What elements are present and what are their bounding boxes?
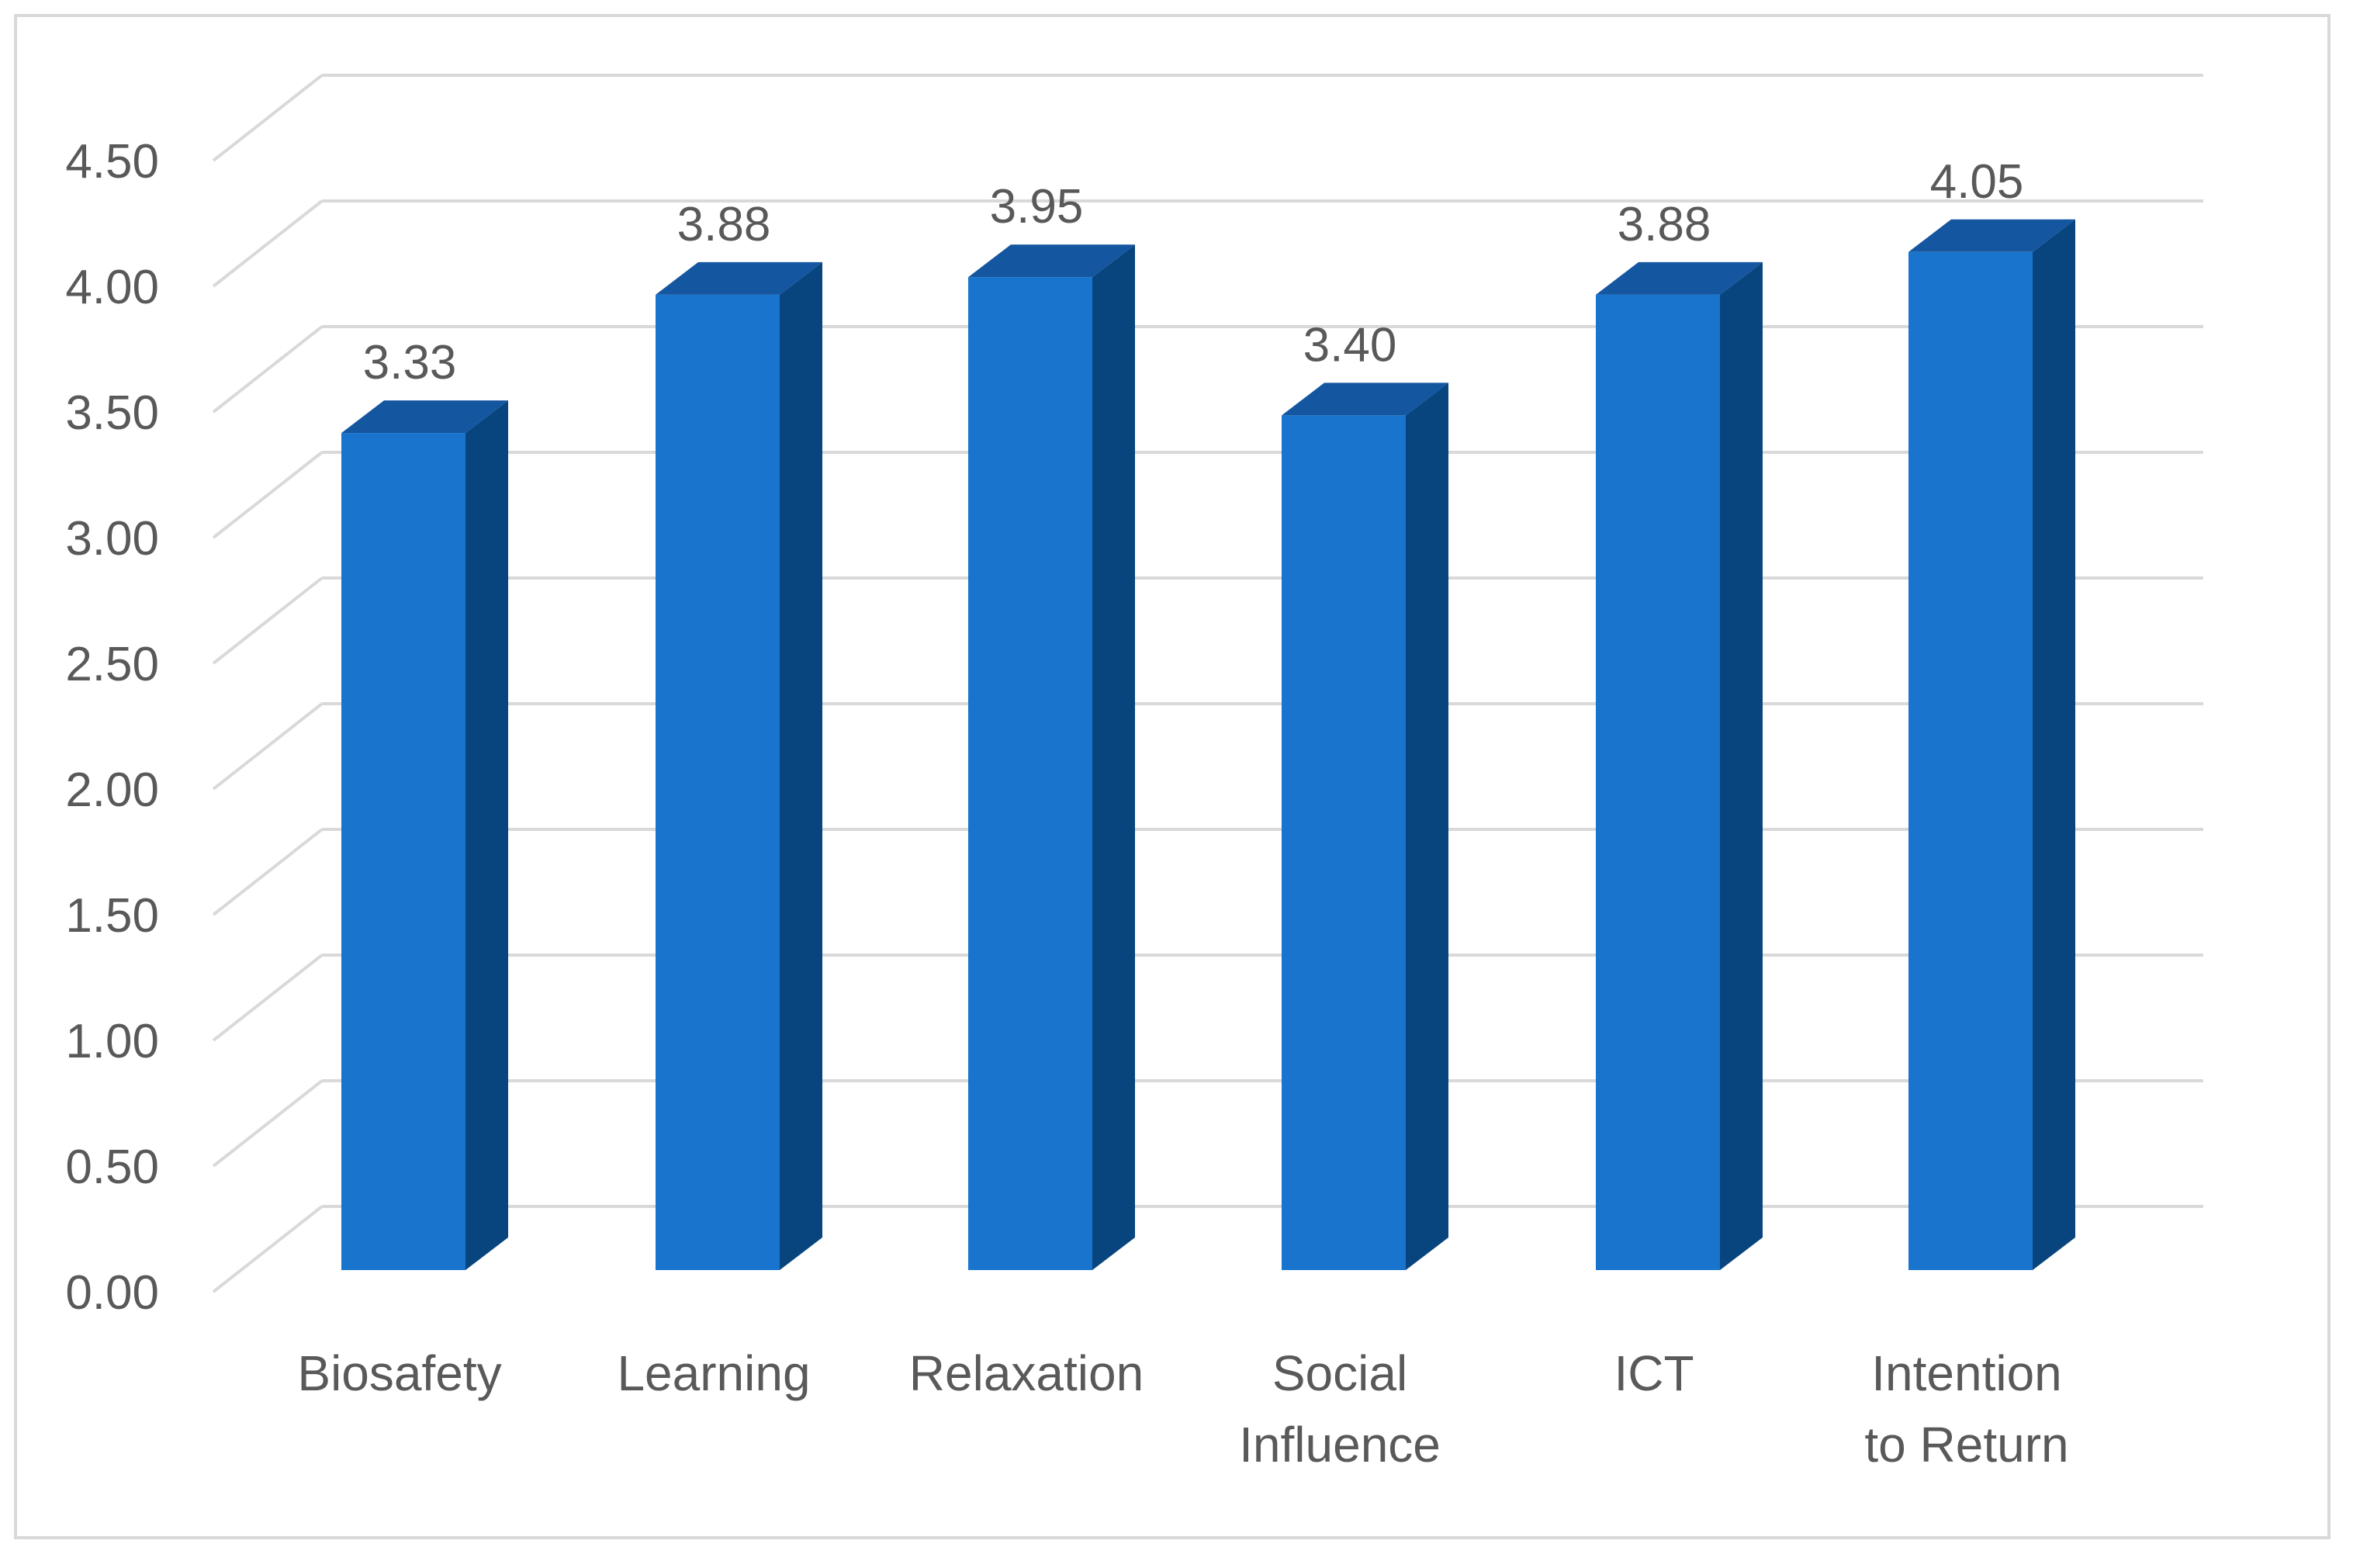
x-category-label: ICT xyxy=(1614,1345,1694,1401)
gridline-diagonal xyxy=(212,954,324,1042)
data-label: 3.88 xyxy=(677,198,771,251)
bar xyxy=(968,277,1092,1271)
bar-side xyxy=(2033,219,2075,1270)
gridline-diagonal xyxy=(212,199,324,288)
y-tick-label: 3.00 xyxy=(65,512,159,566)
bar-side xyxy=(465,400,508,1270)
bar xyxy=(1908,251,2033,1270)
bar-side xyxy=(780,261,822,1270)
y-tick-label: 4.50 xyxy=(65,135,159,189)
gridline-diagonal xyxy=(212,828,324,916)
bar-side xyxy=(1406,382,1448,1270)
x-category-label: Relaxation xyxy=(909,1345,1144,1401)
x-category-label: Biosafety xyxy=(297,1345,501,1401)
bar xyxy=(1596,294,1720,1270)
x-category-label: Social xyxy=(1272,1345,1407,1401)
y-tick-label: 2.50 xyxy=(65,638,159,691)
bar-top xyxy=(656,261,822,295)
gridline-diagonal xyxy=(212,1079,324,1168)
bar xyxy=(656,294,780,1270)
y-tick-label: 1.50 xyxy=(65,889,159,943)
bar xyxy=(341,433,465,1270)
gridline-diagonal xyxy=(212,576,324,665)
bar-top xyxy=(341,400,508,434)
y-tick-label: 1.00 xyxy=(65,1015,159,1068)
bar-top xyxy=(1596,261,1763,295)
data-label: 3.33 xyxy=(363,336,457,389)
y-tick-label: 4.00 xyxy=(65,261,159,314)
data-label: 3.95 xyxy=(990,180,1084,234)
y-tick-label: 2.00 xyxy=(65,763,159,817)
y-tick-label: 0.50 xyxy=(65,1141,159,1194)
bar-top xyxy=(1282,382,1448,416)
data-label: 3.40 xyxy=(1303,318,1397,372)
y-tick-label: 3.50 xyxy=(65,386,159,440)
y-tick-label: 0.00 xyxy=(65,1266,159,1320)
data-label: 4.05 xyxy=(1930,155,2024,209)
bar-top xyxy=(1908,219,2075,252)
x-category-label: Intention xyxy=(1871,1345,2062,1401)
gridline-diagonal xyxy=(212,325,324,414)
bar-side xyxy=(1092,244,1135,1271)
gridline-diagonal xyxy=(212,451,324,539)
gridline-diagonal xyxy=(212,702,324,791)
data-label: 3.88 xyxy=(1618,198,1711,251)
x-category-label: Influence xyxy=(1239,1417,1441,1473)
bar-side xyxy=(1720,261,1763,1270)
x-category-label: Learning xyxy=(617,1345,810,1401)
bar-top xyxy=(968,244,1135,278)
gridline-diagonal xyxy=(212,1205,324,1293)
bar xyxy=(1282,415,1406,1270)
x-category-label: to Return xyxy=(1864,1417,2068,1473)
gridline-diagonal xyxy=(212,74,324,162)
